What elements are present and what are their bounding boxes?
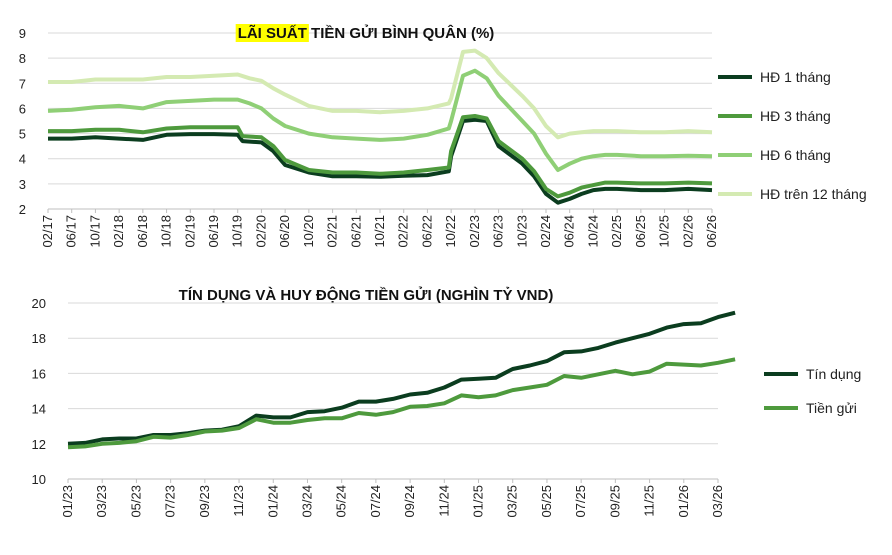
x-tick-label: 11/25 bbox=[642, 485, 657, 517]
x-tick-label: 07/25 bbox=[573, 485, 588, 518]
x-tick-label: 06/23 bbox=[491, 215, 506, 248]
x-tick-label: 10/21 bbox=[372, 215, 387, 248]
chart-title: LÃI SUẤT TIỀN GỬI BÌNH QUÂN (%) bbox=[238, 24, 495, 42]
y-tick-label: 20 bbox=[32, 296, 46, 311]
legend-label-tin-dung: Tín dụng bbox=[806, 366, 861, 382]
series-line-hd-tren-12-thang bbox=[48, 48, 713, 140]
x-tick-label: 07/24 bbox=[368, 485, 383, 518]
x-tick-label: 05/25 bbox=[539, 485, 554, 518]
x-tick-label: 06/22 bbox=[419, 215, 434, 248]
x-tick-label: 07/23 bbox=[163, 485, 178, 518]
y-tick-label: 3 bbox=[19, 177, 26, 192]
x-tick-label: 06/24 bbox=[562, 215, 577, 248]
x-tick-label: 03/25 bbox=[505, 485, 520, 518]
title-highlight bbox=[235, 24, 309, 42]
legend-label-hd-1-thang: HĐ 1 tháng bbox=[760, 69, 831, 85]
x-tick-label: 10/22 bbox=[443, 215, 458, 248]
y-tick-label: 7 bbox=[19, 76, 26, 91]
x-tick-label: 01/23 bbox=[60, 485, 75, 518]
series-line-hd-6-thang bbox=[47, 68, 713, 172]
x-tick-label: 09/23 bbox=[197, 485, 212, 518]
x-tick-label: 03/24 bbox=[299, 485, 314, 518]
x-tick-label: 06/26 bbox=[704, 215, 719, 248]
y-tick-label: 14 bbox=[32, 402, 46, 417]
y-tick-label: 18 bbox=[32, 331, 46, 346]
deposit-rate-chart: 2 3 4 5 6 7 8 9 02/17 06/17 10/17 02/18 06/18 10/18 02… bbox=[19, 24, 867, 248]
y-tick-label: 12 bbox=[32, 437, 46, 452]
x-tick-label: 03/23 bbox=[94, 485, 109, 518]
chart-title: TÍN DỤNG VÀ HUY ĐỘNG TIỀN GỬI (NGHÌN TỶ … bbox=[179, 286, 554, 304]
x-tick-label: 02/18 bbox=[111, 215, 126, 248]
x-tick-label: 05/23 bbox=[128, 485, 143, 518]
legend-label-hd-3-thang: HĐ 3 tháng bbox=[760, 108, 831, 124]
x-tick-label: 06/25 bbox=[633, 215, 648, 248]
x-tick-label: 06/18 bbox=[135, 215, 150, 248]
y-tick-label: 6 bbox=[19, 101, 26, 116]
series-line-hd-1-thang bbox=[48, 117, 713, 205]
x-tick-label: 10/17 bbox=[87, 215, 102, 248]
x-tick-label: 06/17 bbox=[64, 215, 79, 248]
x-tick-label: 10/20 bbox=[301, 215, 316, 248]
x-tick-label: 06/21 bbox=[348, 215, 363, 248]
y-tick-label: 9 bbox=[19, 26, 26, 41]
x-tick-label: 01/24 bbox=[265, 485, 280, 518]
x-tick-label: 06/20 bbox=[277, 215, 292, 248]
y-tick-label: 5 bbox=[19, 127, 26, 142]
x-tick-label: 10/19 bbox=[230, 215, 245, 248]
x-tick-label: 11/24 bbox=[436, 485, 451, 517]
x-tick-label: 10/25 bbox=[657, 215, 672, 248]
x-tick-label: 09/25 bbox=[607, 485, 622, 518]
x-tick-label: 02/21 bbox=[325, 215, 340, 248]
series-line-tien-gui bbox=[67, 357, 736, 450]
x-tick-label: 02/23 bbox=[467, 215, 482, 248]
legend-label-hd-tren-12-thang: HĐ trên 12 tháng bbox=[760, 186, 867, 202]
x-tick-label: 09/24 bbox=[402, 485, 417, 518]
x-tick-label: 11/23 bbox=[231, 485, 246, 517]
x-tick-label: 01/26 bbox=[676, 485, 691, 518]
legend-label-hd-6-thang: HĐ 6 tháng bbox=[760, 147, 831, 163]
legend-label-tien-gui: Tiền gửi bbox=[806, 400, 857, 416]
x-tick-label: 05/24 bbox=[334, 485, 349, 518]
x-tick-label: 10/24 bbox=[585, 215, 600, 248]
x-tick-label: 02/25 bbox=[609, 215, 624, 248]
y-tick-label: 10 bbox=[32, 472, 46, 487]
x-tick-label: 03/26 bbox=[710, 485, 725, 518]
y-tick-label: 8 bbox=[19, 51, 26, 66]
series-line-hd-3-thang bbox=[48, 114, 713, 199]
x-tick-label: 10/23 bbox=[514, 215, 529, 248]
y-tick-label: 2 bbox=[19, 202, 26, 217]
x-tick-label: 02/24 bbox=[538, 215, 553, 248]
x-tick-label: 02/26 bbox=[680, 215, 695, 248]
x-tick-label: 02/17 bbox=[40, 215, 55, 248]
x-tick-label: 02/19 bbox=[182, 215, 197, 248]
x-tick-label: 02/22 bbox=[396, 215, 411, 248]
x-tick-label: 01/25 bbox=[471, 485, 486, 518]
x-tick-label: 06/19 bbox=[206, 215, 221, 248]
y-tick-label: 16 bbox=[32, 366, 46, 381]
y-tick-label: 4 bbox=[19, 152, 26, 167]
x-tick-label: 02/20 bbox=[253, 215, 268, 248]
x-tick-label: 10/18 bbox=[159, 215, 174, 248]
series-line-tin-dung bbox=[67, 310, 736, 446]
credit-deposit-chart: 10 12 14 16 18 20 01/23 03/23 05/23 07/23 09/23 11/… bbox=[32, 286, 862, 518]
